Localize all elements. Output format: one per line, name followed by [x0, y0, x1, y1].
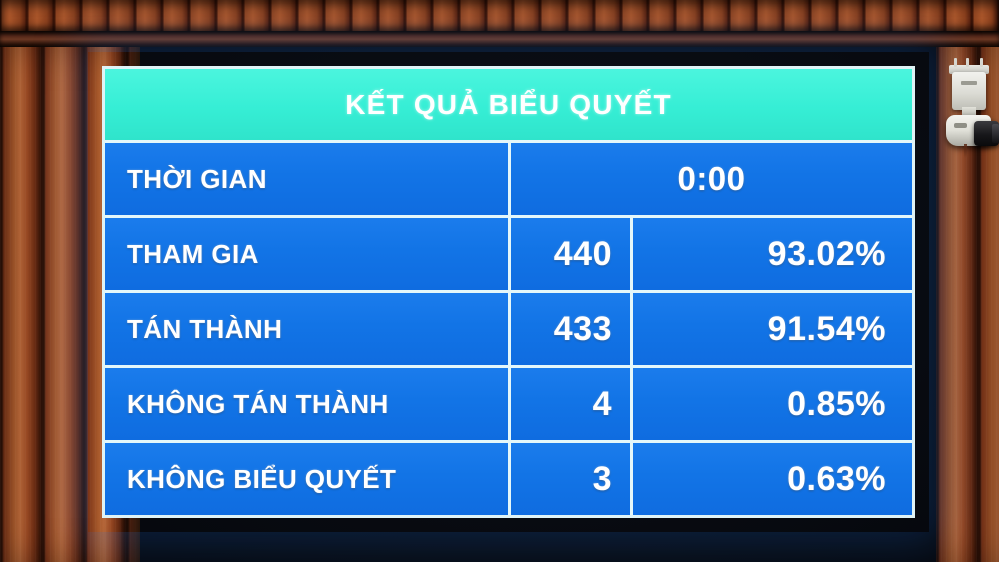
table-row: THAM GIA 440 93.02% — [105, 218, 912, 293]
row-percent-cell: 93.02% — [633, 218, 912, 290]
table-row: KHÔNG TÁN THÀNH 4 0.85% — [105, 368, 912, 443]
row-label: KHÔNG TÁN THÀNH — [127, 388, 389, 419]
row-label-cell: THỜI GIAN — [105, 143, 511, 215]
row-label-cell: TÁN THÀNH — [105, 293, 511, 365]
security-camera-icon — [946, 55, 999, 173]
row-label: THỜI GIAN — [127, 163, 267, 194]
row-percent-cell: 0.63% — [633, 443, 912, 515]
camera-body-vent — [954, 123, 967, 128]
table-row: TÁN THÀNH 433 91.54% — [105, 293, 912, 368]
row-count: 4 — [592, 384, 612, 423]
camera-bracket-pin — [966, 58, 969, 67]
row-label: KHÔNG BIỂU QUYẾT — [127, 463, 397, 494]
row-count-cell: 4 — [511, 368, 633, 440]
row-count-cell: 3 — [511, 443, 633, 515]
row-count: 440 — [553, 234, 612, 273]
row-time-value: 0:00 — [677, 160, 746, 197]
wood-top-slat-band — [0, 0, 999, 31]
row-percent: 91.54% — [767, 309, 886, 348]
row-time-value-cell: 0:00 — [511, 143, 912, 215]
camera-bracket — [949, 65, 989, 74]
row-label: THAM GIA — [127, 238, 259, 269]
table-row: KHÔNG BIỂU QUYẾT 3 0.63% — [105, 443, 912, 515]
wood-horizontal-beam — [0, 31, 999, 47]
row-count-cell: 440 — [511, 218, 633, 290]
row-percent-cell: 0.85% — [633, 368, 912, 440]
camera-neck — [962, 107, 976, 117]
row-percent: 0.85% — [787, 384, 886, 423]
row-percent: 0.63% — [787, 459, 886, 498]
camera-bracket-pin — [980, 58, 983, 67]
row-label: TÁN THÀNH — [127, 313, 283, 344]
voting-result-board: KẾT QUẢ BIỂU QUYẾT THỜI GIAN 0:00 THAM G… — [102, 66, 915, 518]
board-header: KẾT QUẢ BIỂU QUYẾT — [105, 69, 912, 143]
table-row: THỜI GIAN 0:00 — [105, 143, 912, 218]
row-count: 433 — [553, 309, 612, 348]
board-title: KẾT QUẢ BIỂU QUYẾT — [345, 88, 672, 120]
row-count-cell: 433 — [511, 293, 633, 365]
row-label-cell: KHÔNG TÁN THÀNH — [105, 368, 511, 440]
camera-lens-ring — [992, 124, 999, 143]
wall-stain — [964, 144, 967, 158]
row-label-cell: THAM GIA — [105, 218, 511, 290]
row-percent-cell: 91.54% — [633, 293, 912, 365]
camera-housing-box — [952, 72, 986, 110]
row-count: 3 — [592, 459, 612, 498]
row-label-cell: KHÔNG BIỂU QUYẾT — [105, 443, 511, 515]
camera-housing-vent — [961, 81, 977, 85]
row-percent: 93.02% — [767, 234, 886, 273]
camera-bracket-pin — [954, 58, 957, 67]
